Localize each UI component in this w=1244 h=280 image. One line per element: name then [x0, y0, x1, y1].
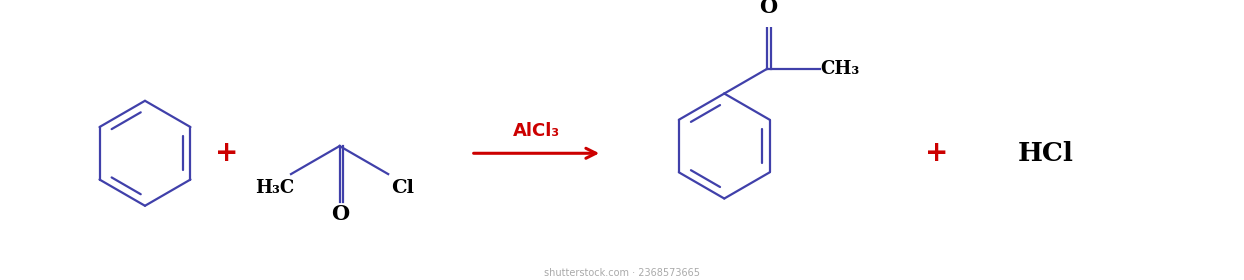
Text: H₃C: H₃C	[255, 179, 295, 197]
Text: Cl: Cl	[391, 179, 414, 197]
Text: CH₃: CH₃	[820, 60, 860, 78]
Text: shutterstock.com · 2368573665: shutterstock.com · 2368573665	[544, 268, 700, 278]
Text: AlCl₃: AlCl₃	[513, 122, 560, 140]
Text: +: +	[215, 139, 238, 167]
Text: O: O	[331, 204, 350, 224]
Text: +: +	[926, 139, 949, 167]
Text: O: O	[759, 0, 778, 17]
Text: HCl: HCl	[1018, 141, 1074, 166]
